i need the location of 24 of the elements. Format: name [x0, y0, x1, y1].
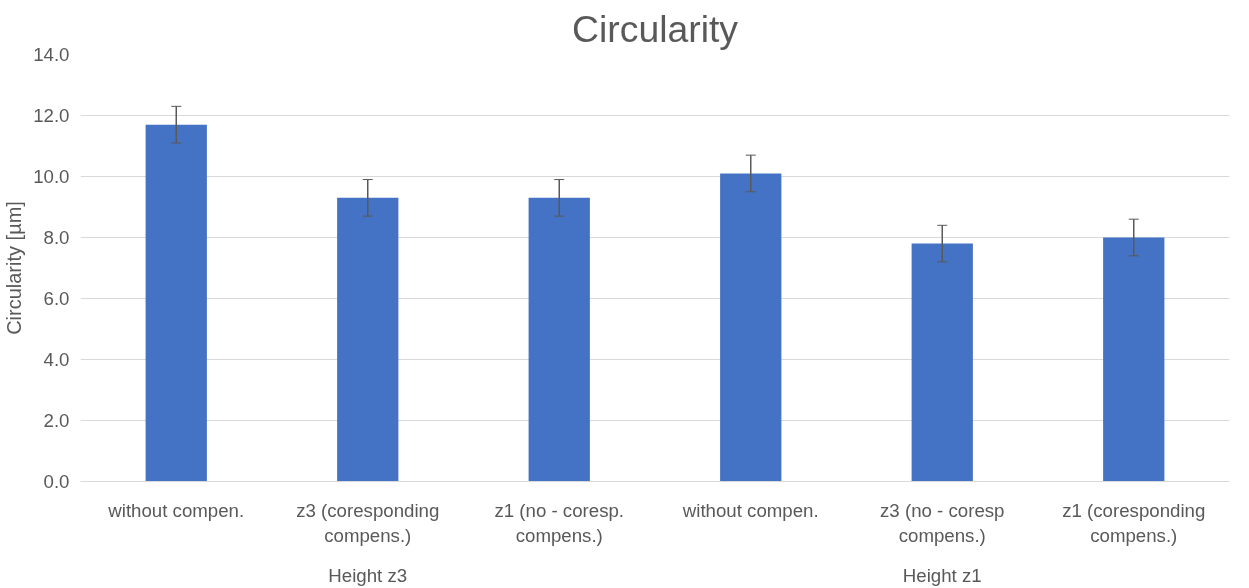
y-tick-label: 8.0: [43, 227, 70, 248]
y-tick-label: 12.0: [33, 105, 70, 126]
x-tick-label: z3 (no - coresp compens.): [880, 499, 1005, 546]
chart-title: Circularity: [572, 7, 739, 50]
bar: [337, 197, 399, 482]
x-tick-label: without compen.: [107, 499, 245, 521]
y-tick-label: 4.0: [43, 349, 70, 370]
bar: [720, 173, 782, 482]
y-tick-label: 0.0: [43, 471, 70, 492]
bar: [1103, 237, 1165, 482]
x-tick-label: without compen.: [681, 499, 819, 521]
bar: [911, 243, 973, 482]
y-tick-label: 2.0: [43, 410, 70, 431]
y-axis-title: Circularity [µm]: [3, 201, 26, 335]
x-tick-label: z3 (coresponding compens.): [296, 499, 440, 546]
bar: [145, 124, 207, 482]
y-tick-label: 6.0: [43, 288, 70, 309]
x-tick-label: z1 (coresponding compens.): [1062, 499, 1206, 546]
y-tick-label: 14.0: [33, 44, 70, 65]
x-tick-label: z1 (no - coresp. compens.): [494, 499, 625, 546]
y-tick-label: 10.0: [33, 166, 70, 187]
bar: [528, 197, 590, 482]
text: Height z1: [902, 564, 982, 586]
text: Height z3: [328, 564, 408, 586]
